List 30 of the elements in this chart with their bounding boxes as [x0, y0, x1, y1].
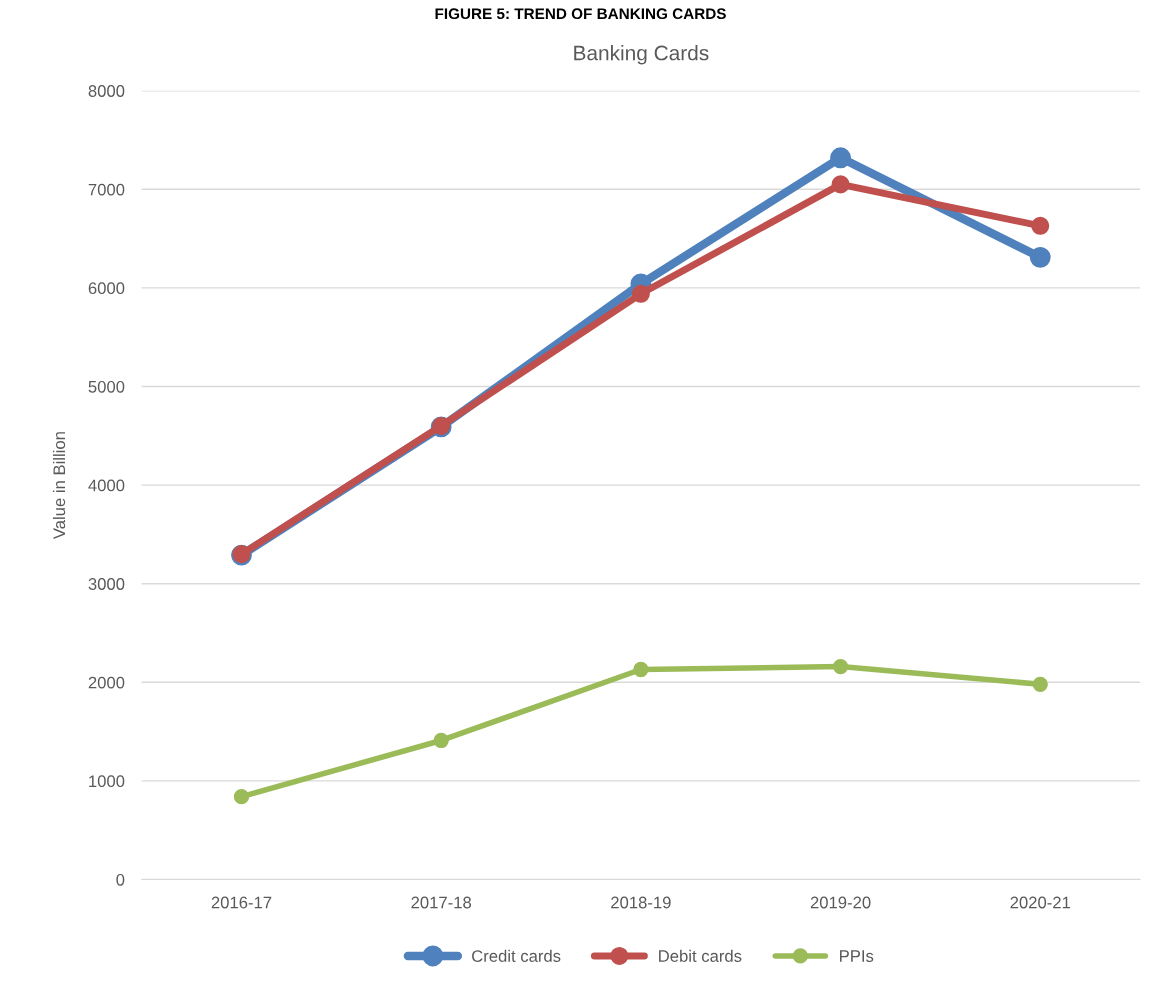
- point: [831, 175, 850, 194]
- y-tick-label: 2000: [88, 676, 125, 689]
- y-tick-label: 4000: [88, 479, 125, 492]
- point: [1029, 246, 1051, 268]
- x-tick-label: 2017-18: [411, 896, 472, 909]
- legend-label: Credit cards: [472, 949, 561, 962]
- point: [832, 658, 849, 675]
- y-tick-label: 3000: [88, 578, 125, 590]
- y-tick-label: 1000: [89, 775, 125, 788]
- point: [1031, 216, 1050, 235]
- legend-label: PPIs: [840, 950, 874, 962]
- point: [233, 789, 250, 805]
- caption: FIGURE 5: TREND OF BANKING CARDS: [435, 8, 726, 20]
- x-tick-label: 2018-19: [611, 896, 671, 909]
- y-tick-label: 0: [116, 873, 125, 886]
- y-tick-label: 7000: [88, 183, 125, 196]
- point: [633, 661, 649, 678]
- point: [631, 284, 650, 303]
- x-tick-label: 2019-20: [810, 896, 871, 909]
- point: [1032, 676, 1048, 692]
- x-tick-label: 2016-17: [211, 896, 272, 909]
- chart-title: Banking Cards: [574, 45, 709, 65]
- point: [830, 147, 851, 169]
- x-tick-label: 2020-21: [1010, 896, 1071, 909]
- legend-label: Debit cards: [659, 949, 742, 962]
- y-tick-label: 6000: [88, 282, 125, 295]
- y-axis-title: Value in Billion: [52, 432, 66, 540]
- y-tick-label: 5000: [88, 380, 125, 393]
- point: [433, 732, 449, 749]
- y-tick-label: 8000: [88, 85, 125, 97]
